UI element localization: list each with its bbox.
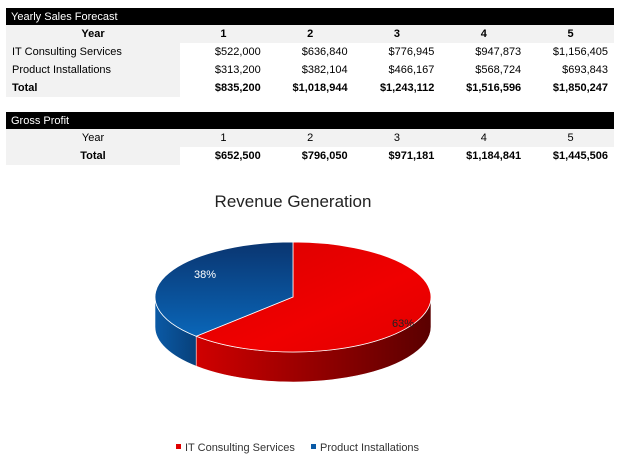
value-cell: $466,167 [388, 64, 435, 76]
legend-swatch [311, 444, 316, 449]
year-cell: 2 [307, 28, 314, 40]
legend: IT Consulting Services Product Installati… [176, 442, 420, 454]
value-cell: $382,104 [301, 64, 348, 76]
legend-label: IT Consulting Services [185, 442, 295, 454]
table-title: Yearly Sales Forecast [6, 8, 614, 25]
year-cell: 4 [480, 132, 487, 144]
value-cell: $522,000 [214, 46, 261, 58]
year-cell: 1 [220, 132, 227, 144]
value-cell: $1,445,506 [552, 150, 608, 162]
year-cell: 1 [220, 28, 227, 40]
value-cell: $776,945 [388, 46, 435, 58]
table-title: Gross Profit [6, 112, 614, 129]
year-label: Year [6, 129, 180, 147]
year-header-row: Year 1 2 3 4 5 [6, 25, 614, 43]
value-cell: $652,500 [214, 150, 261, 162]
gross-profit-table: Gross Profit Year 1 2 3 4 5 Total $652,5… [6, 112, 614, 165]
year-cell: 3 [393, 28, 401, 40]
value-cell: $835,200 [214, 82, 261, 94]
year-header-row: Year 1 2 3 4 5 [6, 129, 614, 147]
total-row: Total $835,200 $1,018,944 $1,243,112 $1,… [6, 79, 614, 97]
legend-swatch [176, 444, 181, 449]
chart-title: Revenue Generation [215, 192, 372, 211]
value-cell: $636,840 [301, 46, 348, 58]
total-row: Total $652,500 $796,050 $971,181 $1,184,… [6, 147, 614, 165]
value-cell: $1,018,944 [292, 82, 348, 94]
value-cell: $313,200 [214, 64, 261, 76]
year-cell: 4 [480, 28, 487, 40]
year-cell: 3 [393, 132, 401, 144]
table-row: IT Consulting Services $522,000 $636,840… [6, 43, 614, 61]
value-cell: $796,050 [301, 150, 348, 162]
year-label: Year [6, 25, 180, 43]
data-label: 63% [392, 318, 414, 330]
value-cell: $568,724 [475, 64, 522, 76]
year-cell: 2 [307, 132, 314, 144]
value-cell: $1,243,112 [379, 82, 435, 94]
pie-slice-product-installations [154, 241, 294, 337]
sales-forecast-table: Yearly Sales Forecast Year 1 2 3 4 5 IT … [6, 8, 614, 97]
table-row: Product Installations $313,200 $382,104 … [6, 61, 614, 79]
data-label: 38% [194, 269, 216, 281]
year-cell: 5 [567, 28, 574, 40]
year-cell: 5 [567, 132, 574, 144]
row-label: Total [6, 147, 180, 165]
value-cell: $971,181 [388, 150, 435, 162]
pie-slice-it-consulting-services [195, 241, 432, 353]
value-cell: $693,843 [562, 64, 608, 76]
row-label: Product Installations [6, 61, 180, 79]
value-cell: $1,156,405 [552, 46, 608, 58]
row-label: IT Consulting Services [6, 43, 180, 61]
value-cell: $1,850,247 [552, 82, 608, 94]
legend-label: Product Installations [320, 442, 420, 454]
value-cell: $1,516,596 [466, 82, 522, 94]
row-label: Total [6, 79, 180, 97]
value-cell: $947,873 [475, 46, 522, 58]
value-cell: $1,184,841 [466, 150, 522, 162]
